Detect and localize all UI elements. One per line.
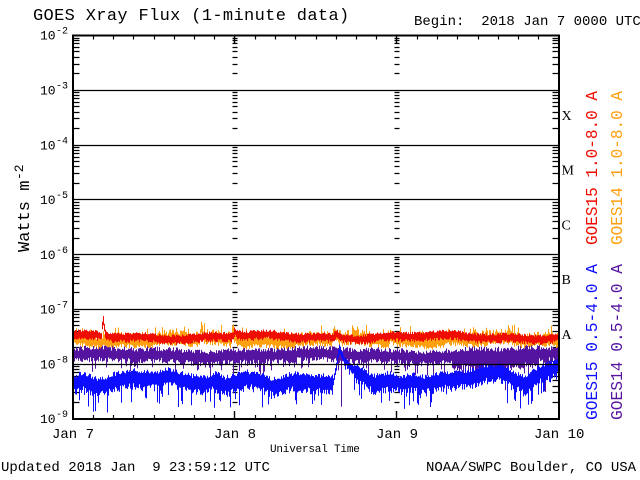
- svg-text:10: 10: [40, 357, 56, 372]
- svg-text:GOES14 0.5-4.0 A: GOES14 0.5-4.0 A: [609, 263, 628, 420]
- svg-text:-2: -2: [56, 27, 68, 38]
- svg-text:-8: -8: [56, 355, 68, 366]
- svg-text:Begin: 2018 Jan 7 0000 UTC: Begin: 2018 Jan 7 0000 UTC: [414, 14, 640, 30]
- svg-text:M: M: [562, 164, 575, 179]
- svg-text:10: 10: [40, 29, 56, 44]
- svg-text:NOAA/SWPC Boulder, CO USA: NOAA/SWPC Boulder, CO USA: [426, 460, 637, 476]
- svg-text:10: 10: [40, 84, 56, 99]
- svg-text:-3: -3: [56, 82, 68, 93]
- svg-text:-6: -6: [56, 246, 68, 257]
- svg-text:GOES14 1.0-8.0 A: GOES14 1.0-8.0 A: [609, 90, 628, 245]
- svg-text:Updated 2018 Jan 9 23:59:12 U: Updated 2018 Jan 9 23:59:12 UTC: [1, 460, 270, 476]
- svg-text:GOES15 0.5-4.0 A: GOES15 0.5-4.0 A: [584, 263, 603, 420]
- svg-text:Watts m: Watts m: [16, 181, 35, 252]
- svg-text:10: 10: [40, 303, 56, 318]
- svg-text:10: 10: [40, 138, 56, 153]
- svg-text:-4: -4: [56, 136, 68, 147]
- svg-text:10: 10: [40, 248, 56, 263]
- svg-text:GOES Xray Flux (1-minute data): GOES Xray Flux (1-minute data): [33, 7, 350, 26]
- svg-text:Jan 10: Jan 10: [534, 427, 584, 443]
- svg-text:Jan 7: Jan 7: [52, 427, 94, 443]
- svg-text:-9: -9: [56, 410, 68, 421]
- svg-text:GOES15 1.0-8.0 A: GOES15 1.0-8.0 A: [584, 90, 603, 245]
- svg-text:C: C: [562, 218, 571, 233]
- svg-text:X: X: [562, 109, 572, 124]
- svg-text:Jan 8: Jan 8: [214, 427, 256, 443]
- svg-text:-5: -5: [56, 191, 68, 202]
- svg-text:Jan 9: Jan 9: [376, 427, 418, 443]
- svg-text:A: A: [562, 328, 573, 343]
- svg-text:B: B: [562, 273, 571, 288]
- svg-text:Universal Time: Universal Time: [270, 444, 360, 456]
- svg-text:-2: -2: [12, 164, 27, 180]
- svg-text:-7: -7: [56, 301, 68, 312]
- svg-text:10: 10: [40, 412, 56, 427]
- svg-text:10: 10: [40, 193, 56, 208]
